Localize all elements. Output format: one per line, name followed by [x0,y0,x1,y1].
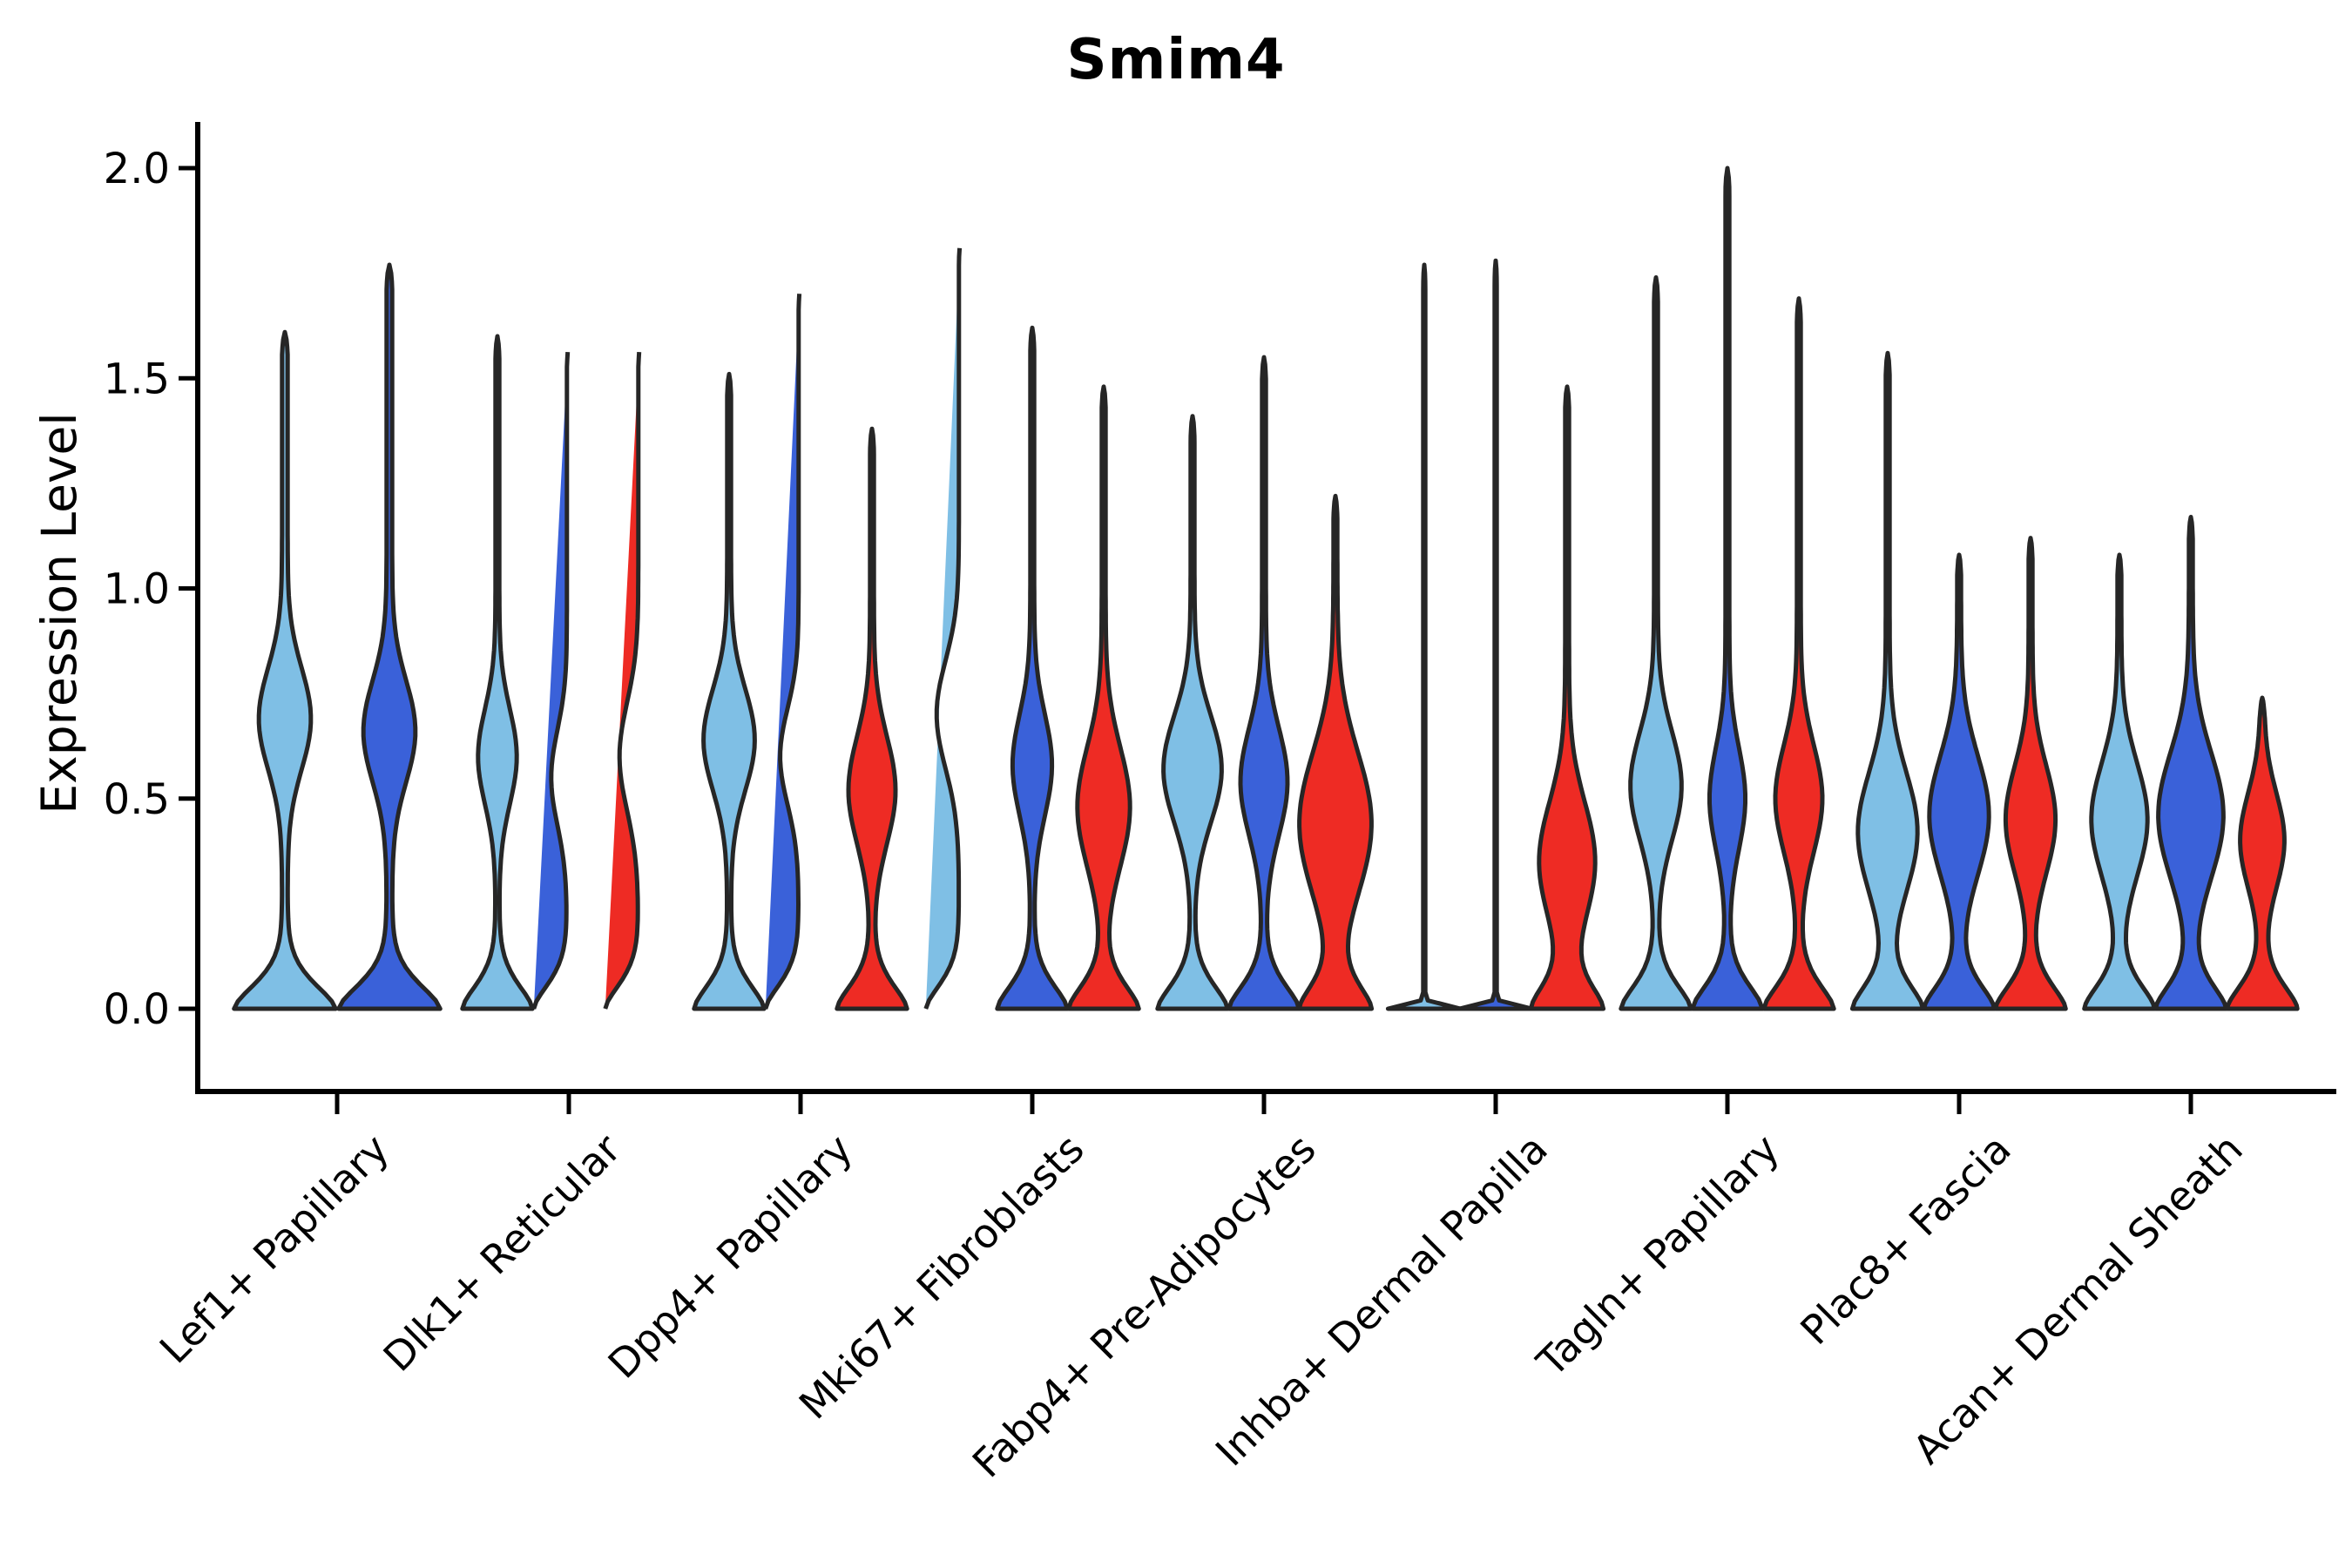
x-tick-label: Dlk1+ Reticular [375,1125,630,1381]
x-tick-label: Tagln+ Papillary [1527,1125,1788,1387]
y-tick-label: 0.5 [104,775,170,824]
y-tick-label: 1.0 [104,565,170,614]
violin-red [603,351,642,1010]
violin-light-blue [1849,350,1926,1011]
violin-dark-blue [995,325,1070,1011]
violin-light-blue [1155,414,1230,1011]
violin-light-blue [460,334,535,1011]
violin-dark-blue [2153,515,2228,1011]
violin-dark-blue [763,294,802,1010]
violin-light-blue [1619,275,1693,1011]
violin-light-blue [2082,552,2157,1011]
violin-red [1066,384,1141,1011]
violin-light-blue [923,247,963,1010]
violin-light-blue [232,329,338,1011]
violin-red [835,426,909,1011]
violin-light-blue [1385,262,1463,1011]
violin-red [1993,536,2068,1011]
violin-dark-blue [1227,355,1301,1011]
x-tick-label: Lef1+ Papillary [151,1125,398,1373]
violin-dark-blue [336,262,443,1011]
violin-dark-blue [1690,166,1765,1011]
violin-red [2225,695,2300,1011]
x-tick-label: Plac8+ Fascia [1791,1125,2019,1354]
violin-red [1761,296,1836,1011]
plot-title: Smim4 [1066,28,1286,92]
y-axis-title: Expression Level [31,412,87,814]
violin-red [1296,493,1375,1011]
y-tick-label: 1.5 [104,355,170,403]
violin-dark-blue [1456,258,1535,1011]
violin-light-blue [692,371,767,1011]
violin-red [1528,384,1606,1011]
violin-dark-blue [531,351,571,1010]
violin-dark-blue [1922,552,1997,1011]
y-tick-label: 0.0 [104,985,170,1034]
y-tick-label: 2.0 [104,145,170,193]
x-tick-label: Dpp4+ Papillary [599,1125,862,1388]
